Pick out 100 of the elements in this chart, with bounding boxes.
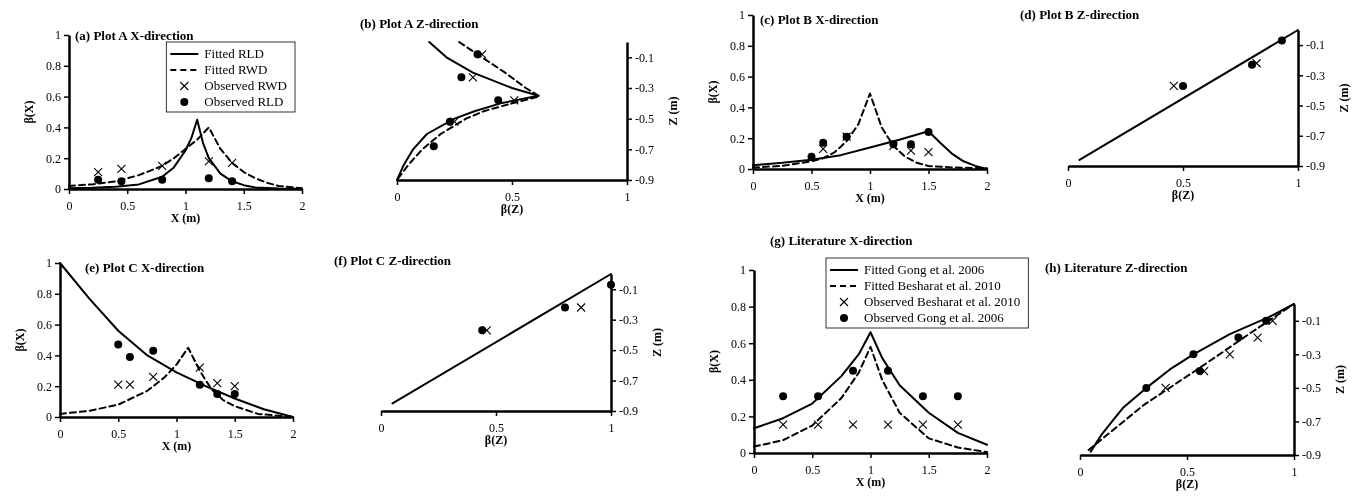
y-tick-label: -0.9 bbox=[635, 173, 654, 188]
y-tick-label: 1 bbox=[55, 28, 61, 43]
x-axis-title: β(Z) bbox=[1175, 477, 1199, 491]
x-tick-label: 0.5 bbox=[505, 190, 520, 205]
y-tick-label: 0.6 bbox=[46, 89, 61, 104]
y-tick-label: 1 bbox=[739, 8, 745, 23]
y-axis-title: Z (m) bbox=[1337, 83, 1351, 113]
y-tick-label: 0.8 bbox=[37, 287, 52, 302]
y-tick-label: -0.1 bbox=[635, 50, 654, 65]
y-tick-label: 0.4 bbox=[731, 373, 746, 388]
y-tick-label: 1 bbox=[740, 263, 746, 278]
x-tick-label: 1 bbox=[174, 427, 180, 442]
x-tick-label: 0.5 bbox=[111, 427, 127, 442]
y-tick-label: -0.3 bbox=[1306, 68, 1325, 83]
x-tick-label: 1.5 bbox=[236, 199, 252, 214]
x-tick-label: 2 bbox=[984, 179, 991, 194]
x-tick-label: 2 bbox=[984, 463, 991, 478]
y-tick-label: 0.8 bbox=[46, 59, 61, 74]
chart-title: (g) Literature X-direction bbox=[770, 233, 914, 248]
x-tick-label: 0.5 bbox=[1180, 465, 1195, 480]
y-tick-label: 0.6 bbox=[730, 69, 745, 84]
y-tick-label: 0.6 bbox=[37, 317, 52, 332]
y-tick-label: 0.4 bbox=[46, 120, 61, 135]
x-tick-label: 0.5 bbox=[805, 463, 821, 478]
chart-title: (d) Plot B Z-direction bbox=[1020, 7, 1141, 22]
x-tick-label: 0 bbox=[751, 463, 758, 478]
chart-title: (b) Plot A Z-direction bbox=[360, 16, 480, 31]
x-axis-title: β(Z) bbox=[484, 433, 508, 447]
x-axis-title: β(Z) bbox=[500, 202, 524, 216]
y-tick-label: 0 bbox=[740, 446, 746, 461]
x-tick-label: 1 bbox=[183, 199, 189, 214]
y-tick-label: 0.4 bbox=[37, 348, 52, 363]
x-tick-label: 0 bbox=[1077, 465, 1084, 480]
y-tick-label: -0.9 bbox=[619, 404, 638, 419]
y-tick-label: -0.5 bbox=[619, 343, 638, 358]
legend-label: Fitted RWD bbox=[204, 62, 268, 77]
x-tick-label: 1.5 bbox=[921, 463, 937, 478]
y-tick-label: -0.7 bbox=[635, 142, 654, 157]
legend-label: Fitted Gong et al. 2006 bbox=[864, 262, 985, 277]
y-tick-label: -0.3 bbox=[1302, 347, 1321, 362]
chart-title: (c) Plot B X-direction bbox=[760, 12, 880, 27]
chart-title: (h) Literature Z-direction bbox=[1045, 260, 1189, 275]
x-tick-label: 2 bbox=[290, 427, 297, 442]
y-tick-label: -0.5 bbox=[635, 112, 654, 127]
legend-label: Observed RLD bbox=[204, 94, 284, 109]
y-tick-label: -0.3 bbox=[635, 81, 654, 96]
x-tick-label: 1.5 bbox=[921, 179, 937, 194]
x-tick-label: 0.5 bbox=[120, 199, 136, 214]
legend-label: Observed Besharat et al. 2010 bbox=[864, 294, 1021, 309]
x-tick-label: 0 bbox=[750, 179, 757, 194]
x-tick-label: 1 bbox=[1291, 465, 1298, 480]
y-axis-title: β(X) bbox=[706, 80, 720, 104]
y-tick-label: 1 bbox=[46, 256, 52, 271]
y-tick-label: 0 bbox=[739, 162, 745, 177]
y-tick-label: -0.5 bbox=[1306, 98, 1325, 113]
y-tick-label: 0 bbox=[46, 410, 52, 425]
y-axis-title: β(X) bbox=[22, 100, 36, 124]
x-axis-title: X (m) bbox=[855, 475, 886, 489]
y-tick-label: 0.2 bbox=[37, 379, 52, 394]
x-axis-title: X (m) bbox=[855, 191, 885, 205]
y-axis-title: Z (m) bbox=[650, 328, 664, 357]
x-tick-label: 0 bbox=[378, 421, 385, 436]
x-tick-label: 0 bbox=[394, 190, 401, 205]
y-tick-label: -0.1 bbox=[1306, 38, 1325, 53]
y-tick-label: -0.3 bbox=[619, 313, 638, 328]
y-axis-title: β(X) bbox=[13, 328, 27, 352]
y-tick-label: -0.9 bbox=[1306, 159, 1325, 174]
x-tick-label: 1 bbox=[608, 421, 615, 436]
legend-label: Fitted Besharat et al. 2010 bbox=[864, 278, 1001, 293]
y-tick-label: -0.5 bbox=[1302, 381, 1321, 396]
x-axis-title: β(Z) bbox=[1171, 188, 1195, 202]
y-axis-title: Z (m) bbox=[666, 96, 680, 126]
y-axis-title: β(X) bbox=[707, 350, 721, 373]
y-axis-title: Z (m) bbox=[1333, 365, 1347, 394]
legend-label: Observed RWD bbox=[204, 78, 287, 93]
y-tick-label: 0.8 bbox=[730, 39, 745, 54]
x-tick-label: 1.5 bbox=[227, 427, 243, 442]
x-tick-label: 1 bbox=[868, 463, 874, 478]
y-tick-label: 0.2 bbox=[730, 131, 745, 146]
y-tick-label: -0.1 bbox=[1302, 314, 1321, 329]
chart-title: (e) Plot C X-direction bbox=[85, 260, 206, 275]
x-tick-label: 2 bbox=[299, 199, 306, 214]
x-tick-label: 0.5 bbox=[489, 421, 504, 436]
y-tick-label: -0.7 bbox=[619, 373, 638, 388]
legend-label: Fitted RLD bbox=[204, 46, 264, 61]
y-tick-label: 0.8 bbox=[731, 299, 746, 314]
chart-title: (a) Plot A X-direction bbox=[75, 28, 195, 43]
y-tick-label: 0.2 bbox=[731, 409, 746, 424]
legend-label: Observed Gong et al. 2006 bbox=[864, 310, 1005, 325]
y-tick-label: -0.7 bbox=[1302, 414, 1321, 429]
x-axis-title: X (m) bbox=[161, 439, 192, 453]
x-tick-label: 0.5 bbox=[804, 179, 820, 194]
y-tick-label: -0.9 bbox=[1302, 448, 1321, 463]
x-tick-label: 0 bbox=[1065, 176, 1072, 191]
y-tick-label: 0.2 bbox=[46, 151, 61, 166]
y-tick-label: -0.7 bbox=[1306, 129, 1325, 144]
x-tick-label: 0.5 bbox=[1176, 176, 1191, 191]
y-tick-label: -0.1 bbox=[619, 282, 638, 297]
y-tick-label: 0.6 bbox=[731, 336, 746, 351]
x-tick-label: 1 bbox=[867, 179, 874, 194]
